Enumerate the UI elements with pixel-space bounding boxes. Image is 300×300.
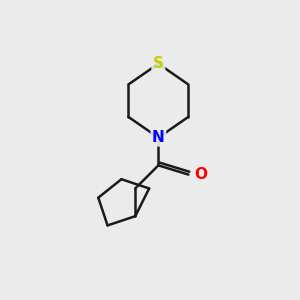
Text: S: S [153, 56, 164, 71]
Text: N: N [152, 130, 165, 145]
Text: O: O [194, 167, 207, 182]
